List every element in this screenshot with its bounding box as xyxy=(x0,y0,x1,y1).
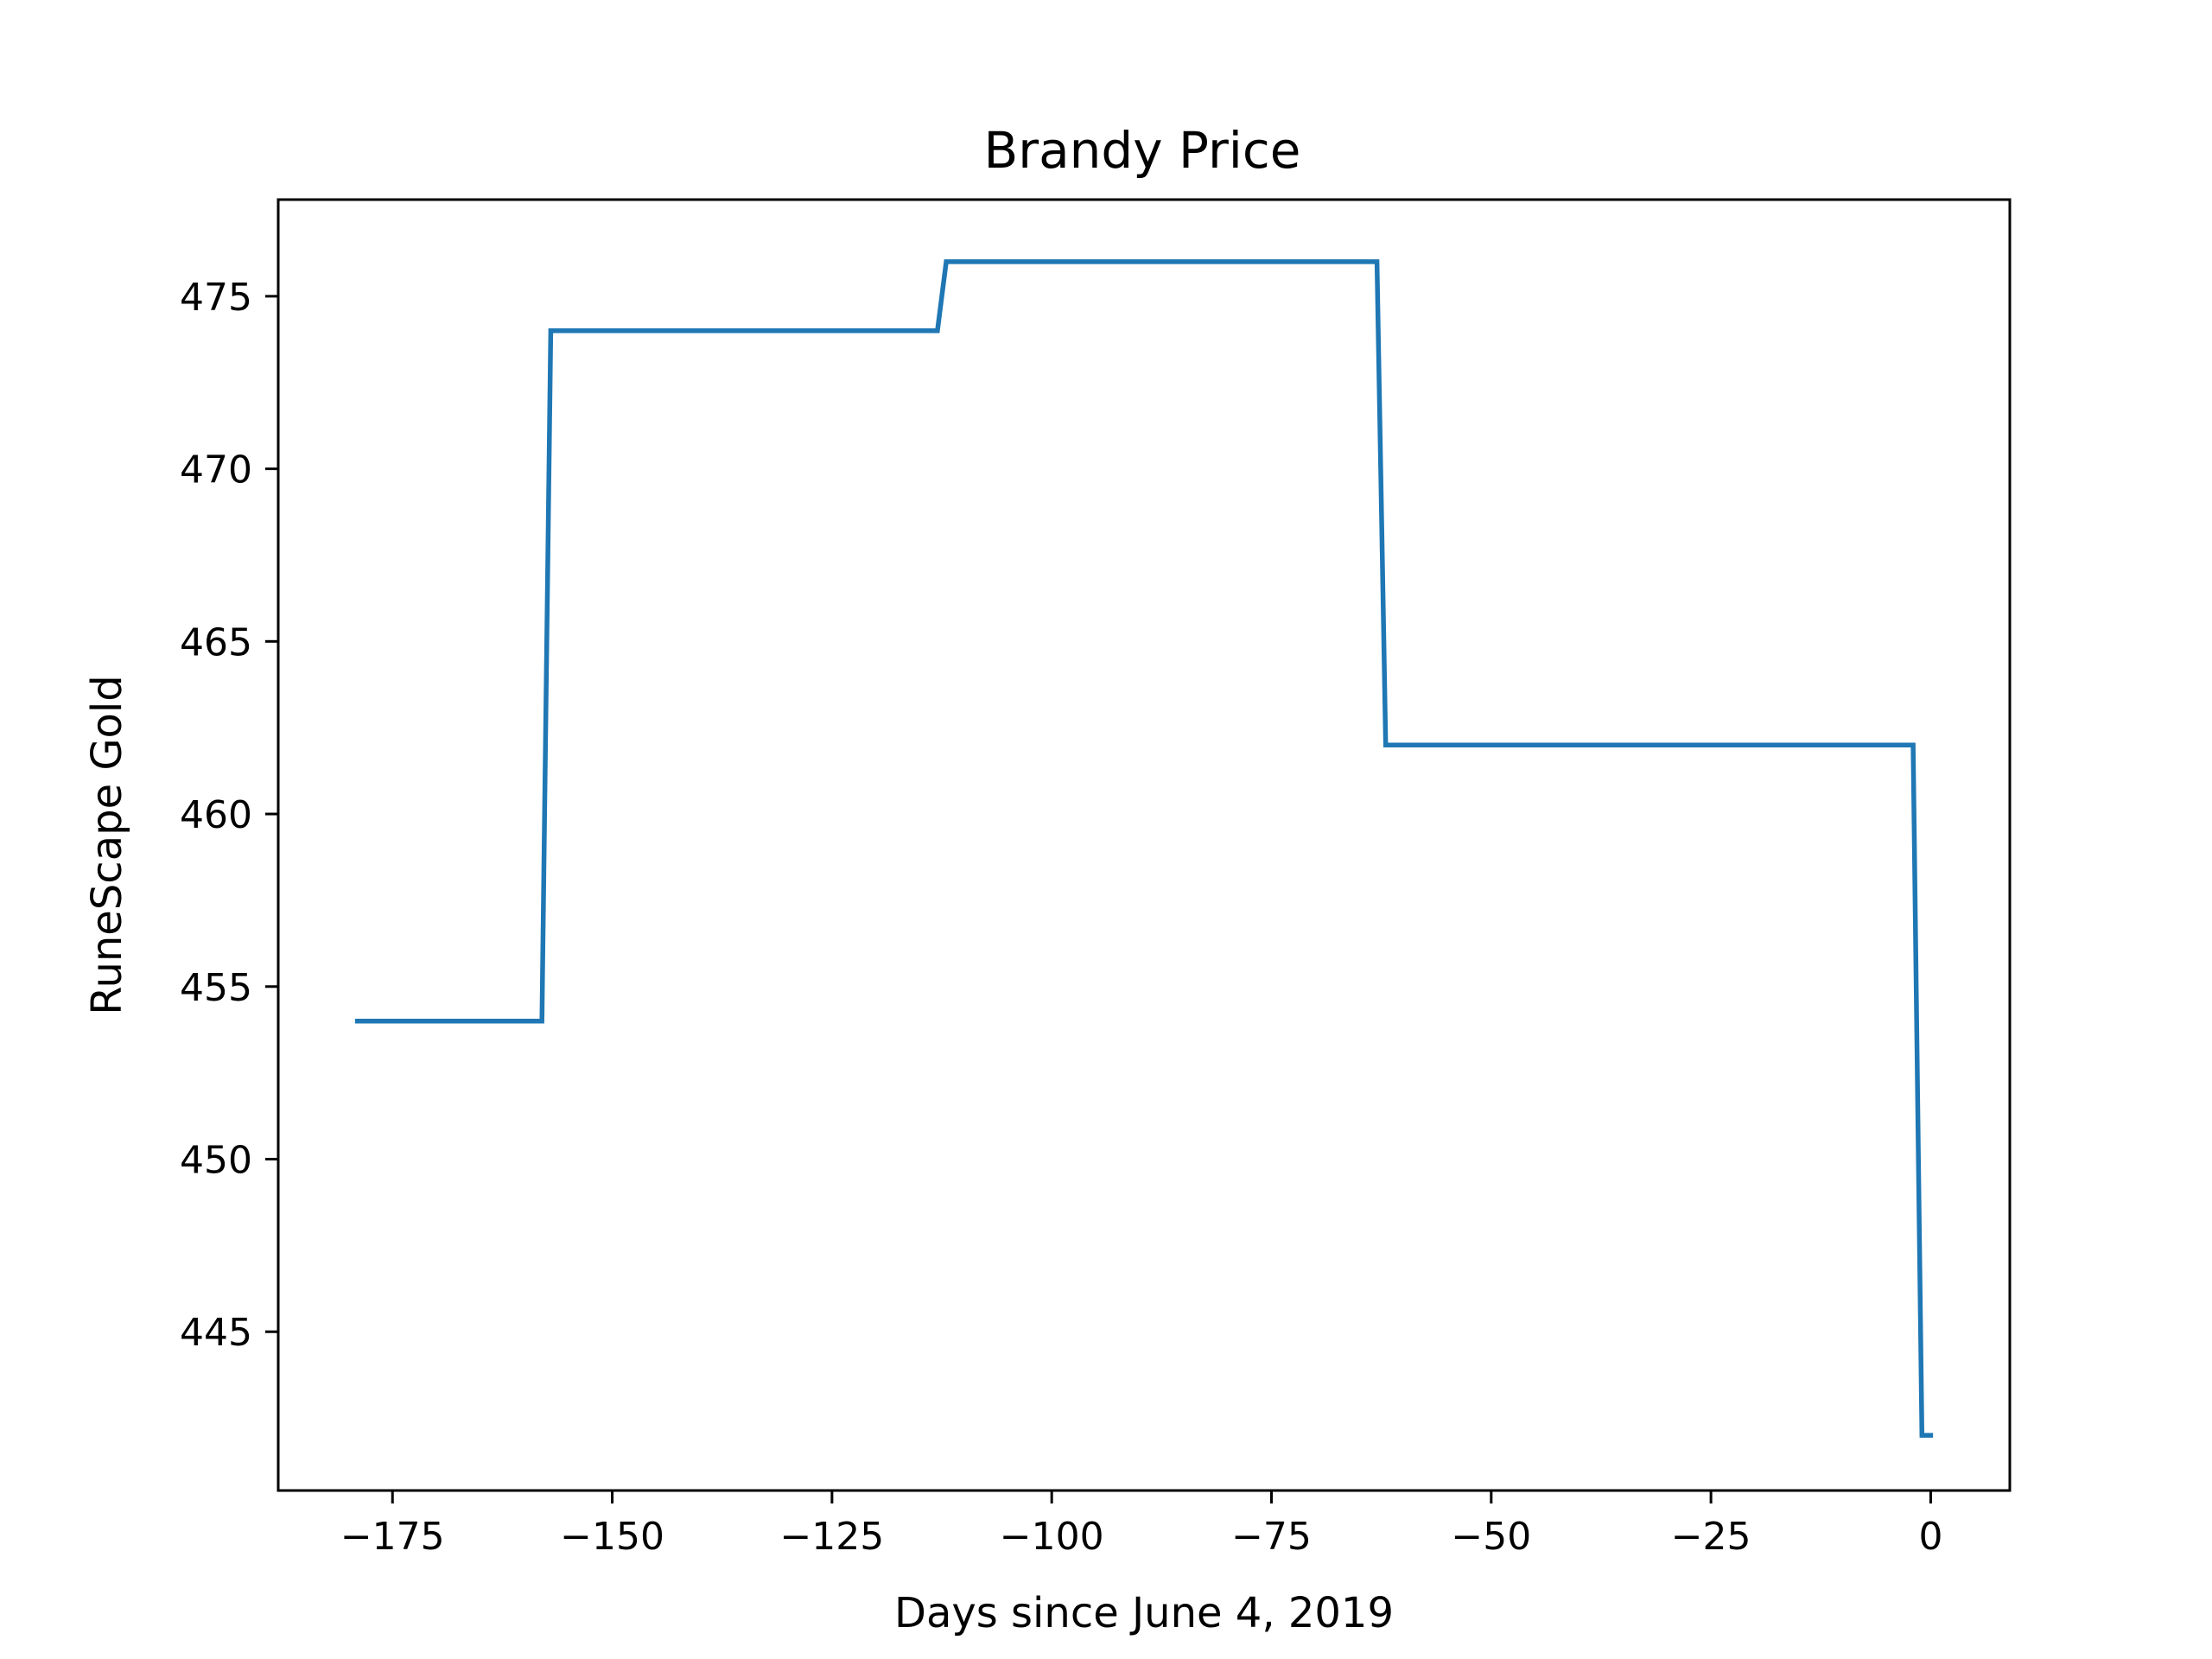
x-tick-label: −175 xyxy=(340,1515,445,1559)
y-tick-label: 475 xyxy=(180,276,252,320)
x-tick: −150 xyxy=(560,1491,664,1559)
y-tick-label: 450 xyxy=(180,1139,252,1183)
x-tick-label: −75 xyxy=(1231,1515,1312,1559)
chart-title: Brandy Price xyxy=(983,121,1300,180)
x-tick-label: −150 xyxy=(560,1515,664,1559)
x-tick-label: −50 xyxy=(1451,1515,1531,1559)
y-tick: 450 xyxy=(180,1139,278,1183)
y-tick: 460 xyxy=(180,793,278,837)
x-axis-ticks: −175 −150 −125 −100 −75 −50 −25 0 xyxy=(340,1491,1942,1559)
x-tick: −50 xyxy=(1451,1491,1531,1559)
axes-frame xyxy=(276,198,2012,1492)
x-tick: −25 xyxy=(1671,1491,1751,1559)
y-tick-label: 465 xyxy=(180,620,252,664)
x-tick: −75 xyxy=(1231,1491,1312,1559)
y-tick: 475 xyxy=(180,276,278,320)
y-axis-ticks: 445 450 455 460 465 470 475 xyxy=(180,276,278,1355)
y-tick: 445 xyxy=(180,1311,278,1355)
x-tick: −100 xyxy=(1000,1491,1104,1559)
x-tick-label: −100 xyxy=(1000,1515,1104,1559)
y-tick-label: 470 xyxy=(180,448,252,493)
y-tick-label: 445 xyxy=(180,1311,252,1355)
x-tick: −175 xyxy=(340,1491,445,1559)
y-axis-label: RuneScape Gold xyxy=(83,675,131,1014)
x-tick-label: 0 xyxy=(1918,1515,1942,1559)
x-tick-label: −125 xyxy=(779,1515,884,1559)
series-layer xyxy=(354,259,1934,1438)
y-tick-label: 460 xyxy=(180,793,252,837)
x-tick: −125 xyxy=(779,1491,884,1559)
series-line xyxy=(354,259,1934,1438)
x-axis-label: Days since June 4, 2019 xyxy=(894,1589,1394,1637)
x-tick-label: −25 xyxy=(1671,1515,1751,1559)
y-tick: 455 xyxy=(180,966,278,1010)
y-tick-label: 455 xyxy=(180,966,252,1010)
y-tick: 470 xyxy=(180,448,278,493)
y-tick: 465 xyxy=(180,620,278,664)
plot-area: −175 −150 −125 −100 −75 −50 −25 0 4454504554604… xyxy=(180,198,2012,1559)
x-tick: 0 xyxy=(1918,1491,1942,1559)
